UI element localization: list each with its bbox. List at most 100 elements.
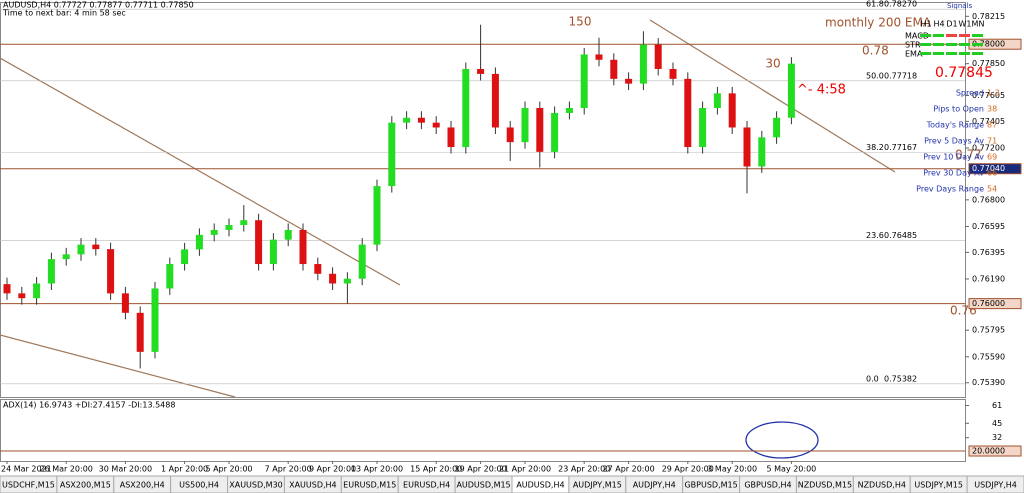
signal-row: MACD bbox=[905, 32, 929, 41]
x-tick-label: 7 Apr 20:00 bbox=[265, 465, 312, 474]
candle-body bbox=[477, 68, 485, 74]
tab-label[interactable]: USDCHF,M15 bbox=[2, 481, 55, 490]
y-tick-label: 0.78215 bbox=[972, 12, 1005, 21]
candle-body bbox=[62, 254, 70, 260]
level-label: 0.76000 bbox=[972, 299, 1005, 308]
adx-frame bbox=[0, 399, 966, 462]
tab-label[interactable]: NZDUSD,M15 bbox=[798, 481, 852, 490]
candle-body bbox=[343, 278, 351, 284]
y-tick-label: 0.75795 bbox=[972, 326, 1005, 335]
fib-ratio: 38.2 bbox=[866, 143, 884, 152]
bid-price: 0.77845 bbox=[935, 65, 993, 81]
tab-label[interactable]: GBPUSD,M15 bbox=[684, 481, 737, 490]
tab-label[interactable]: ASX200,M15 bbox=[60, 481, 111, 490]
candle-body bbox=[713, 93, 721, 109]
trend-line bbox=[0, 57, 401, 286]
candle-body bbox=[506, 127, 514, 143]
level-label: 0.78000 bbox=[972, 40, 1005, 49]
chart-subtitle: Time to next bar: 4 min 58 sec bbox=[2, 9, 126, 18]
signal-cell bbox=[920, 34, 931, 37]
x-tick-label: 19 Apr 20:00 bbox=[455, 465, 507, 474]
level-box bbox=[968, 298, 1022, 310]
tab-label[interactable]: XAUUSD,M30 bbox=[229, 481, 283, 490]
tab-label[interactable]: AUDUSD,H4 bbox=[516, 481, 564, 490]
candle-body bbox=[565, 108, 573, 113]
signal-cell bbox=[959, 34, 970, 37]
info-value: 66 bbox=[987, 169, 997, 178]
tab-label[interactable]: US500,H4 bbox=[179, 481, 219, 490]
fib-price: 0.78270 bbox=[884, 0, 917, 9]
x-tick-label: 26 Mar 20:00 bbox=[39, 465, 92, 474]
tab-label[interactable]: EURUSD,M15 bbox=[343, 481, 396, 490]
fib-ratio: 23.6 bbox=[866, 231, 884, 240]
level-label: 0.77040 bbox=[972, 164, 1005, 173]
signal-row: EMA bbox=[905, 50, 923, 59]
fib-ratio: 61.8 bbox=[866, 0, 884, 9]
info-value: 87 bbox=[987, 121, 997, 130]
fib-ratio: 50.0 bbox=[866, 71, 884, 80]
candle-body bbox=[787, 63, 795, 118]
candle-body bbox=[536, 108, 544, 152]
tab-label[interactable]: USDJPY,M15 bbox=[914, 481, 963, 490]
signal-cell bbox=[933, 34, 944, 37]
adx-level-box bbox=[968, 445, 1022, 457]
candle-body bbox=[151, 288, 159, 352]
fib-price: 0.77718 bbox=[884, 71, 917, 80]
x-tick-label: 5 Apr 20:00 bbox=[205, 465, 252, 474]
candle-body bbox=[728, 93, 736, 128]
candle-body bbox=[743, 127, 751, 167]
signal-cell bbox=[920, 43, 931, 46]
signal-column: D1 bbox=[946, 20, 957, 29]
adx-title: ADX(14) 16.9743 +DI:27.4157 -DI:13.5488 bbox=[3, 401, 175, 410]
level-box bbox=[968, 163, 1022, 175]
signals-title: Signals bbox=[947, 2, 973, 10]
trend-line bbox=[0, 334, 236, 398]
annotation: 0.77 bbox=[955, 148, 982, 162]
fib-price: 0.75382 bbox=[884, 374, 917, 383]
candle-body bbox=[758, 137, 766, 167]
info-value: 54 bbox=[987, 185, 997, 194]
signal-cell bbox=[933, 43, 944, 46]
candle-body bbox=[551, 112, 559, 152]
fib-price: 0.76485 bbox=[884, 231, 917, 240]
signal-column: W1 bbox=[959, 20, 972, 29]
info-label: Prev 30 Day Av bbox=[923, 169, 984, 178]
y-tick-label: 0.76190 bbox=[972, 274, 1005, 283]
signal-column: H4 bbox=[933, 20, 944, 29]
tab-label[interactable]: NZDUSD,H4 bbox=[858, 481, 906, 490]
candle-body bbox=[610, 59, 618, 79]
tab-label[interactable]: GBPUSD,H4 bbox=[744, 481, 791, 490]
tab-label[interactable]: AUDJPY,H4 bbox=[633, 481, 676, 490]
adx-tick-label: 32 bbox=[992, 433, 1002, 442]
signal-column: H1 bbox=[920, 20, 931, 29]
tab-label[interactable]: AUDUSD,M15 bbox=[456, 481, 510, 490]
x-tick-label: 9 Apr 20:00 bbox=[309, 465, 356, 474]
info-label: Today's Range bbox=[926, 121, 984, 130]
candle-body bbox=[166, 264, 174, 289]
candle-body bbox=[210, 229, 218, 235]
candle-body bbox=[388, 122, 396, 187]
tab-label[interactable]: EURUSD,H4 bbox=[403, 481, 450, 490]
tab-label[interactable]: AUDJPY,M15 bbox=[573, 481, 622, 490]
annotation: monthly 200 EMA bbox=[825, 16, 932, 30]
tab-label[interactable]: XAUUSD,H4 bbox=[289, 481, 337, 490]
x-tick-label: 30 Mar 20:00 bbox=[99, 465, 152, 474]
annotation: 30 bbox=[765, 57, 780, 71]
candle-body bbox=[47, 259, 55, 284]
tab-label[interactable]: ASX200,H4 bbox=[120, 481, 165, 490]
candle-body bbox=[654, 44, 662, 69]
tab-label[interactable]: USDJPY,H4 bbox=[974, 481, 1017, 490]
x-tick-label: 23 Apr 20:00 bbox=[558, 465, 610, 474]
annotation: ^- 4:58 bbox=[797, 83, 846, 98]
annotation: 0.78 bbox=[862, 44, 889, 58]
candle-body bbox=[417, 117, 425, 123]
candle-body bbox=[373, 186, 381, 245]
x-tick-label: 27 Apr 20:00 bbox=[603, 465, 655, 474]
y-tick-label: 0.77405 bbox=[972, 117, 1005, 126]
candle-body bbox=[432, 122, 440, 128]
signal-cell bbox=[959, 43, 970, 46]
candle-body bbox=[33, 283, 41, 299]
candle-body bbox=[92, 244, 100, 250]
